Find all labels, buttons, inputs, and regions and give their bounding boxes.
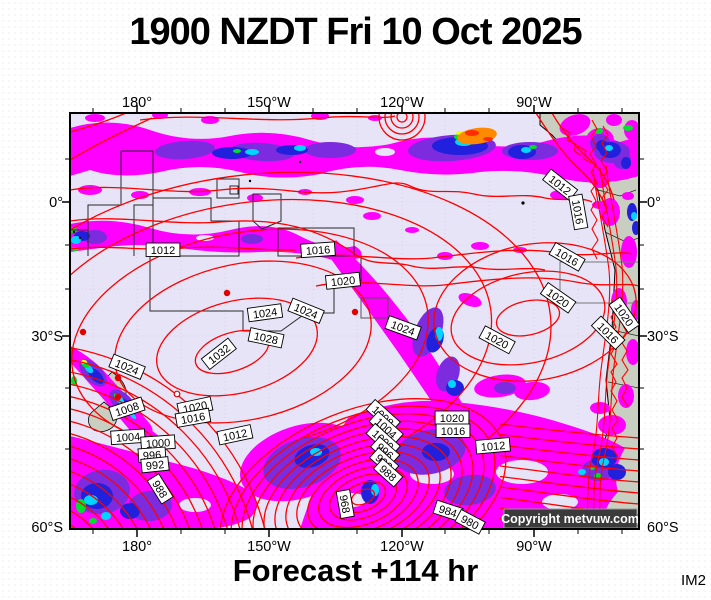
svg-text:984: 984 <box>437 503 458 520</box>
axis-label-latitude: 0° <box>647 195 661 211</box>
axis-label-latitude: 0° <box>49 195 63 211</box>
isobar-label: 1016 <box>568 193 589 231</box>
isobar-label: 1028 <box>247 327 285 349</box>
forecast-label: Forecast +114 hr <box>232 553 479 588</box>
copyright-text: Copyright metvuw.com <box>501 512 639 526</box>
map-frame <box>69 112 640 530</box>
svg-text:992: 992 <box>145 459 165 473</box>
isobar-label: 1012 <box>145 242 181 257</box>
svg-text:1020: 1020 <box>440 413 464 425</box>
svg-text:1016: 1016 <box>305 244 330 258</box>
svg-text:1016: 1016 <box>441 426 465 438</box>
axis-label-longitude: 180° <box>122 539 152 555</box>
axis-label-longitude: 180° <box>122 95 152 111</box>
isobar-label: 1020 <box>324 271 361 290</box>
axis-label-longitude: 90°W <box>516 539 552 555</box>
svg-text:1020: 1020 <box>330 275 356 289</box>
chart-title: 1900 NZDT Fri 10 Oct 2025 <box>129 11 582 53</box>
isobar-label: 968 <box>335 488 355 519</box>
axis-label-latitude: 60°S <box>647 520 679 536</box>
isobar-label: 1020 <box>434 410 470 425</box>
precip-heavy <box>74 137 639 519</box>
isobar-label: 1016 <box>174 407 212 428</box>
axis-label-longitude: 150°W <box>247 95 291 111</box>
axis-labels: 180° 180° 150°W 150°W 120°W 120°W 90°W 90°W 0° 0°… <box>31 95 678 555</box>
axis-label-longitude: 150°W <box>247 539 291 555</box>
isobar-label: 1012 <box>475 437 511 455</box>
axis-label-latitude: 30°S <box>647 329 679 345</box>
svg-text:1028: 1028 <box>253 331 279 348</box>
axis-label-longitude: 90°W <box>516 95 552 111</box>
svg-text:968: 968 <box>337 494 352 514</box>
svg-text:1016: 1016 <box>569 199 585 225</box>
southeast-high-rings <box>433 242 637 382</box>
svg-text:1004: 1004 <box>115 431 140 445</box>
svg-text:1016: 1016 <box>180 411 206 427</box>
isobar-label: 992 <box>140 456 170 474</box>
svg-text:1024: 1024 <box>252 306 278 321</box>
isobar-label: 984 <box>432 499 464 522</box>
precip-red-core <box>465 130 493 141</box>
model-tag: IM2 <box>680 572 706 589</box>
copyright-box: Copyright metvuw.com <box>501 508 639 529</box>
axis-label-latitude: 60°S <box>31 520 63 536</box>
isobar-label: 1016 <box>435 423 471 438</box>
isobar-label: 1012 <box>216 424 254 446</box>
axis-label-longitude: 120°W <box>380 95 424 111</box>
axis-label-latitude: 30°S <box>31 329 63 345</box>
axis-label-longitude: 120°W <box>380 539 424 555</box>
tropical-isobars <box>70 113 639 287</box>
andes-coastal-isobars <box>561 119 629 529</box>
isobar-labels: 1012 101610201012101610161020101610201024… <box>108 168 641 535</box>
isobar-label: 1004 <box>110 428 146 446</box>
isobars <box>70 113 639 529</box>
isobar-label: 1024 <box>246 303 284 323</box>
svg-text:1012: 1012 <box>151 245 175 257</box>
svg-text:1012: 1012 <box>480 440 505 454</box>
isobar-label: 1016 <box>300 241 336 259</box>
axis-ticks <box>62 105 647 537</box>
station-markers <box>72 160 525 401</box>
high-pressure-rings <box>70 171 552 438</box>
svg-text:1012: 1012 <box>222 428 248 445</box>
tropical-cyclone-rings <box>378 113 426 141</box>
precip-intense <box>71 138 637 520</box>
